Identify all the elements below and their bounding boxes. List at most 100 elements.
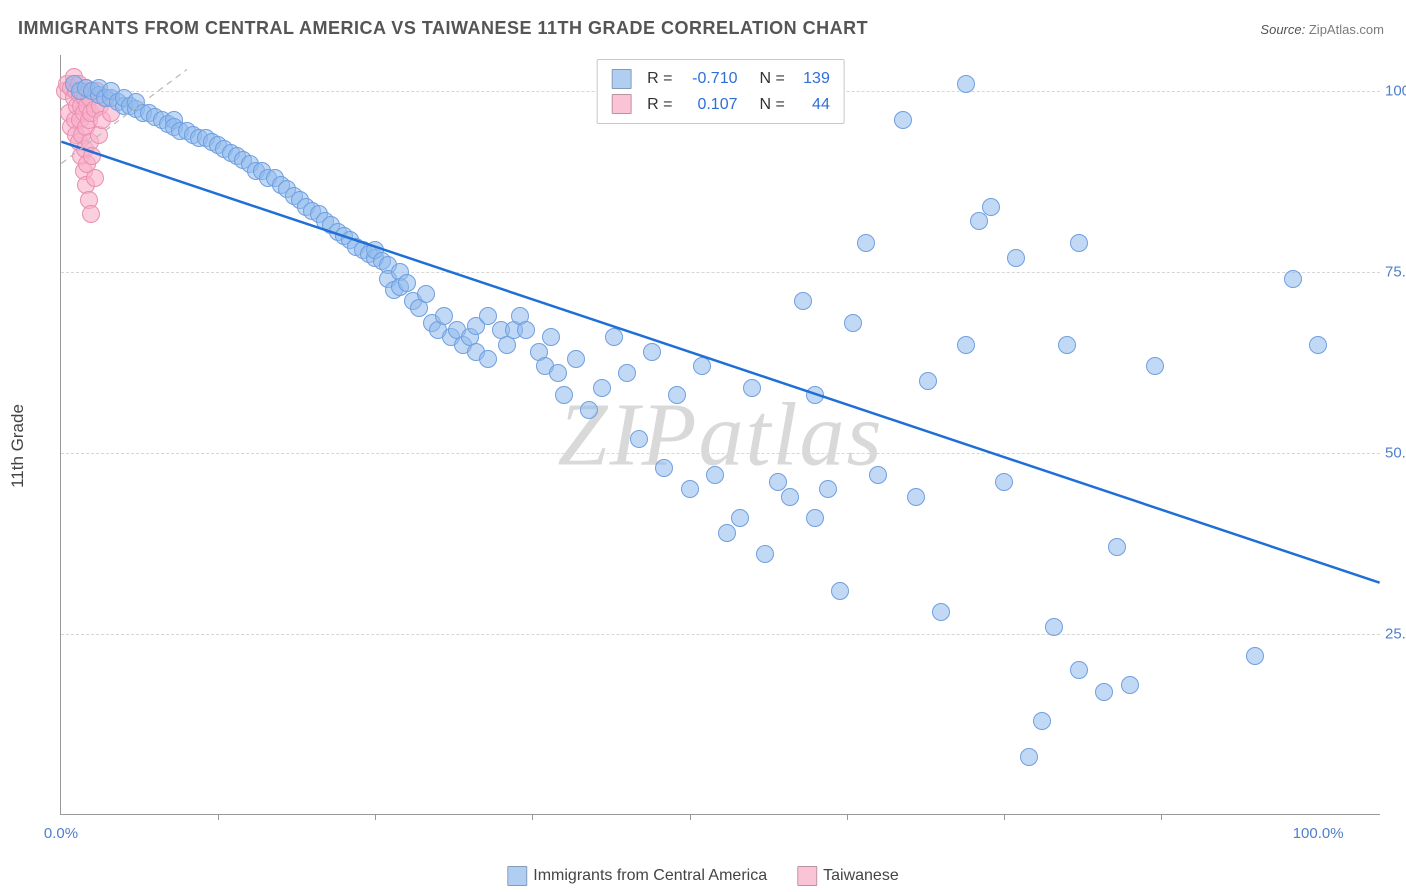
source-label: Source: bbox=[1260, 22, 1305, 37]
data-point bbox=[655, 459, 673, 477]
x-tick bbox=[532, 814, 533, 820]
data-point bbox=[1020, 748, 1038, 766]
y-axis-label: 11th Grade bbox=[8, 404, 28, 488]
data-point bbox=[1058, 336, 1076, 354]
r-label: R = bbox=[647, 92, 672, 118]
data-point bbox=[781, 488, 799, 506]
chart-container: IMMIGRANTS FROM CENTRAL AMERICA VS TAIWA… bbox=[0, 0, 1406, 892]
data-point bbox=[806, 386, 824, 404]
data-point bbox=[718, 524, 736, 542]
data-point bbox=[1121, 676, 1139, 694]
data-point bbox=[982, 198, 1000, 216]
y-tick-label: 75.0% bbox=[1385, 264, 1406, 281]
legend-swatch bbox=[797, 866, 817, 886]
trend-line bbox=[61, 142, 1379, 583]
x-tick bbox=[1004, 814, 1005, 820]
n-label: N = bbox=[760, 92, 785, 118]
data-point bbox=[398, 274, 416, 292]
data-point bbox=[894, 111, 912, 129]
legend-row: R = 0.107 N = 44 bbox=[611, 92, 830, 118]
data-point bbox=[630, 430, 648, 448]
series-legend: Immigrants from Central America Taiwanese bbox=[507, 866, 898, 886]
x-tick bbox=[218, 814, 219, 820]
data-point bbox=[731, 509, 749, 527]
data-point bbox=[668, 386, 686, 404]
data-point bbox=[957, 75, 975, 93]
y-tick-label: 100.0% bbox=[1385, 83, 1406, 100]
data-point bbox=[517, 321, 535, 339]
data-point bbox=[806, 509, 824, 527]
data-point bbox=[580, 401, 598, 419]
data-point bbox=[417, 285, 435, 303]
n-value: 44 bbox=[795, 92, 830, 118]
data-point bbox=[844, 314, 862, 332]
data-point bbox=[819, 480, 837, 498]
data-point bbox=[83, 147, 101, 165]
data-point bbox=[479, 350, 497, 368]
data-point bbox=[995, 473, 1013, 491]
data-point bbox=[907, 488, 925, 506]
data-point bbox=[869, 466, 887, 484]
data-point bbox=[1007, 249, 1025, 267]
data-point bbox=[932, 603, 950, 621]
data-point bbox=[706, 466, 724, 484]
data-point bbox=[743, 379, 761, 397]
data-point bbox=[542, 328, 560, 346]
data-point bbox=[919, 372, 937, 390]
y-tick-label: 50.0% bbox=[1385, 445, 1406, 462]
data-point bbox=[794, 292, 812, 310]
y-tick-label: 25.0% bbox=[1385, 626, 1406, 643]
gridline bbox=[61, 272, 1380, 273]
r-value: -0.710 bbox=[683, 66, 738, 92]
source-attribution: Source: ZipAtlas.com bbox=[1260, 22, 1384, 37]
data-point bbox=[86, 169, 104, 187]
data-point bbox=[1045, 618, 1063, 636]
data-point bbox=[593, 379, 611, 397]
data-point bbox=[1146, 357, 1164, 375]
x-tick-label: 100.0% bbox=[1293, 825, 1344, 842]
data-point bbox=[857, 234, 875, 252]
plot-area: ZIPatlas R =-0.710N =139R =0.107N =44 25… bbox=[60, 55, 1380, 815]
data-point bbox=[831, 582, 849, 600]
data-point bbox=[549, 364, 567, 382]
data-point bbox=[1108, 538, 1126, 556]
r-label: R = bbox=[647, 66, 672, 92]
r-value: 0.107 bbox=[683, 92, 738, 118]
data-point bbox=[1284, 270, 1302, 288]
n-label: N = bbox=[760, 66, 785, 92]
x-tick bbox=[1161, 814, 1162, 820]
correlation-legend: R = -0.710 N = 139 R = 0.107 N = 44 bbox=[596, 59, 845, 124]
legend-swatch bbox=[611, 69, 631, 89]
data-point bbox=[82, 205, 100, 223]
data-point bbox=[756, 545, 774, 563]
data-point bbox=[1309, 336, 1327, 354]
legend-swatch bbox=[611, 94, 631, 114]
legend-label: Immigrants from Central America bbox=[533, 867, 767, 884]
data-point bbox=[693, 357, 711, 375]
data-point bbox=[1095, 683, 1113, 701]
chart-title: IMMIGRANTS FROM CENTRAL AMERICA VS TAIWA… bbox=[18, 18, 868, 39]
data-point bbox=[605, 328, 623, 346]
data-point bbox=[1033, 712, 1051, 730]
data-point bbox=[567, 350, 585, 368]
x-tick bbox=[375, 814, 376, 820]
gridline bbox=[61, 634, 1380, 635]
data-point bbox=[643, 343, 661, 361]
legend-label: Taiwanese bbox=[823, 867, 899, 884]
legend-swatch bbox=[507, 866, 527, 886]
data-point bbox=[618, 364, 636, 382]
data-point bbox=[1246, 647, 1264, 665]
data-point bbox=[1070, 234, 1088, 252]
legend-item: Taiwanese bbox=[797, 866, 899, 886]
data-point bbox=[555, 386, 573, 404]
n-value: 139 bbox=[795, 66, 830, 92]
data-point bbox=[957, 336, 975, 354]
data-point bbox=[1070, 661, 1088, 679]
data-point bbox=[681, 480, 699, 498]
x-tick-label: 0.0% bbox=[44, 825, 78, 842]
legend-row: R = -0.710 N = 139 bbox=[611, 66, 830, 92]
x-tick bbox=[690, 814, 691, 820]
data-point bbox=[970, 212, 988, 230]
x-tick bbox=[847, 814, 848, 820]
legend-item: Immigrants from Central America bbox=[507, 866, 767, 886]
